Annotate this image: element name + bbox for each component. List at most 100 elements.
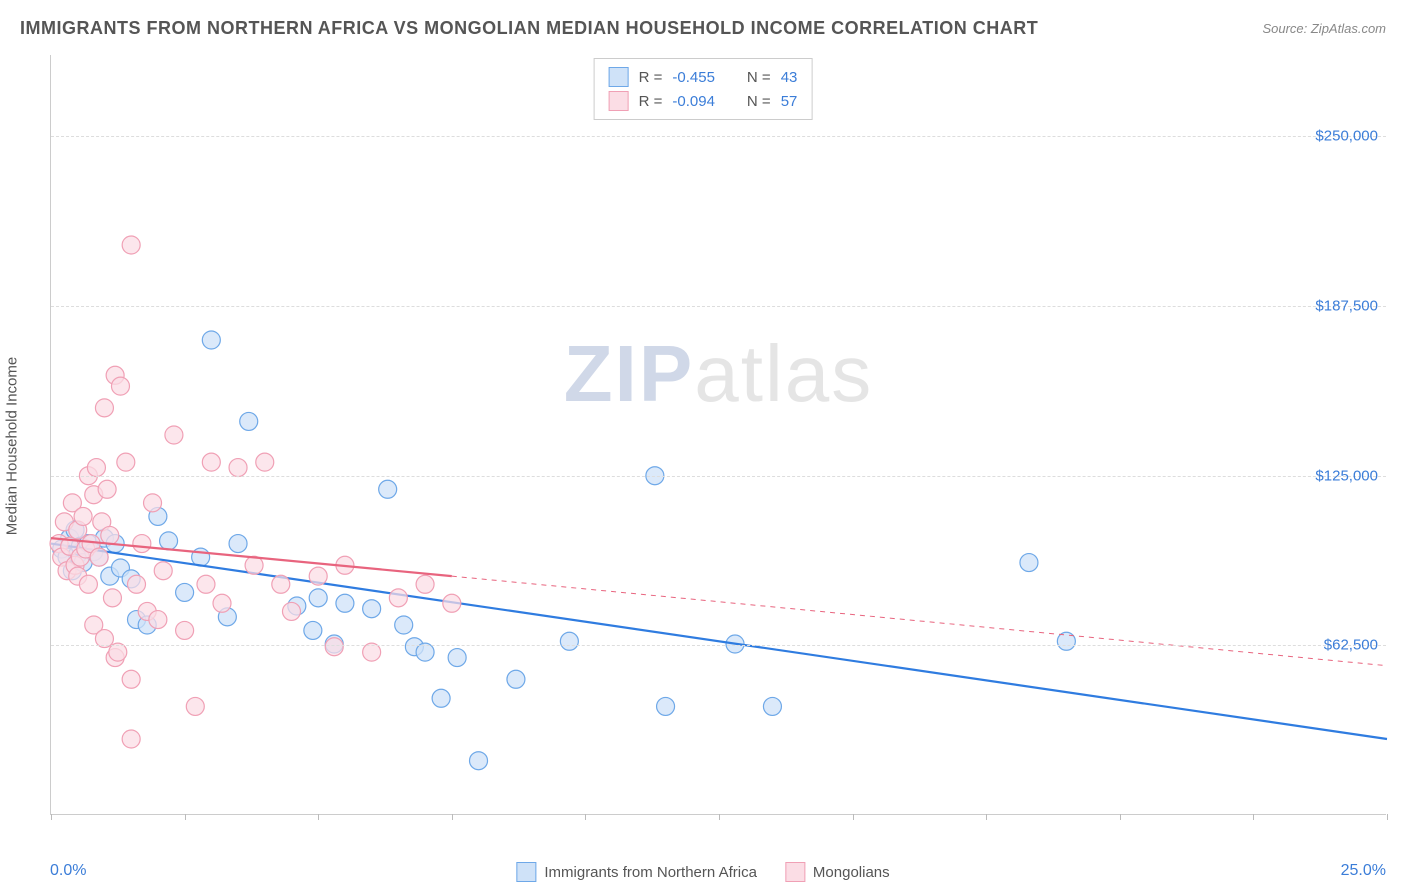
- scatter-point: [186, 697, 204, 715]
- stat-n-label: N =: [747, 69, 771, 86]
- x-tick: [986, 814, 987, 820]
- stat-n-value: 43: [781, 69, 798, 86]
- legend-swatch: [609, 91, 629, 111]
- stat-n-label: N =: [747, 93, 771, 110]
- scatter-point: [160, 532, 178, 550]
- scatter-point: [763, 697, 781, 715]
- scatter-point: [122, 236, 140, 254]
- regression-line-extrapolated: [452, 576, 1387, 666]
- scatter-svg: [51, 55, 1386, 814]
- x-axis-min-label: 0.0%: [50, 862, 86, 880]
- stat-n-value: 57: [781, 93, 798, 110]
- scatter-point: [213, 594, 231, 612]
- x-tick: [185, 814, 186, 820]
- scatter-point: [309, 589, 327, 607]
- legend-swatch: [609, 67, 629, 87]
- y-tick-label: $125,000: [1315, 467, 1378, 484]
- x-tick: [318, 814, 319, 820]
- scatter-point: [133, 535, 151, 553]
- scatter-point: [87, 459, 105, 477]
- x-tick: [1253, 814, 1254, 820]
- scatter-point: [657, 697, 675, 715]
- scatter-point: [1020, 554, 1038, 572]
- series-legend: Immigrants from Northern Africa Mongolian…: [516, 862, 889, 882]
- scatter-point: [229, 459, 247, 477]
- y-tick-label: $250,000: [1315, 128, 1378, 145]
- legend-item: Mongolians: [785, 862, 890, 882]
- scatter-point: [144, 494, 162, 512]
- x-axis-max-label: 25.0%: [1341, 862, 1386, 880]
- scatter-point: [1057, 632, 1075, 650]
- scatter-point: [309, 567, 327, 585]
- scatter-point: [165, 426, 183, 444]
- source-attribution: Source: ZipAtlas.com: [1262, 21, 1386, 36]
- scatter-point: [282, 602, 300, 620]
- gridline: [51, 645, 1386, 646]
- stat-r-label: R =: [639, 69, 663, 86]
- x-tick: [1120, 814, 1121, 820]
- scatter-point: [507, 670, 525, 688]
- x-tick: [1387, 814, 1388, 820]
- stats-legend-row: R = -0.094 N = 57: [609, 89, 798, 113]
- legend-label: Immigrants from Northern Africa: [544, 864, 757, 881]
- stats-legend: R = -0.455 N = 43 R = -0.094 N = 57: [594, 58, 813, 120]
- stats-legend-row: R = -0.455 N = 43: [609, 65, 798, 89]
- scatter-point: [101, 526, 119, 544]
- scatter-point: [122, 670, 140, 688]
- scatter-point: [363, 600, 381, 618]
- scatter-point: [240, 412, 258, 430]
- scatter-point: [272, 575, 290, 593]
- scatter-point: [90, 548, 108, 566]
- scatter-point: [389, 589, 407, 607]
- scatter-point: [154, 562, 172, 580]
- scatter-point: [197, 575, 215, 593]
- x-tick: [719, 814, 720, 820]
- scatter-point: [79, 575, 97, 593]
- scatter-point: [128, 575, 146, 593]
- scatter-point: [149, 611, 167, 629]
- x-tick: [853, 814, 854, 820]
- stat-r-label: R =: [639, 93, 663, 110]
- gridline: [51, 306, 1386, 307]
- scatter-point: [202, 331, 220, 349]
- legend-swatch: [785, 862, 805, 882]
- scatter-point: [74, 507, 92, 525]
- gridline: [51, 476, 1386, 477]
- scatter-point: [470, 752, 488, 770]
- chart-title: IMMIGRANTS FROM NORTHERN AFRICA VS MONGO…: [20, 18, 1038, 39]
- scatter-point: [229, 535, 247, 553]
- stat-r-value: -0.094: [672, 93, 715, 110]
- scatter-point: [202, 453, 220, 471]
- scatter-point: [256, 453, 274, 471]
- legend-label: Mongolians: [813, 864, 890, 881]
- scatter-point: [111, 377, 129, 395]
- scatter-point: [379, 480, 397, 498]
- scatter-point: [325, 638, 343, 656]
- plot-area: ZIPatlas $62,500$125,000$187,500$250,000: [50, 55, 1386, 815]
- stat-r-value: -0.455: [672, 69, 715, 86]
- scatter-point: [443, 594, 461, 612]
- scatter-point: [103, 589, 121, 607]
- x-tick: [585, 814, 586, 820]
- scatter-point: [395, 616, 413, 634]
- scatter-point: [560, 632, 578, 650]
- x-tick: [51, 814, 52, 820]
- title-bar: IMMIGRANTS FROM NORTHERN AFRICA VS MONGO…: [20, 18, 1386, 39]
- scatter-point: [304, 621, 322, 639]
- gridline: [51, 136, 1386, 137]
- scatter-point: [176, 583, 194, 601]
- x-tick: [452, 814, 453, 820]
- scatter-point: [117, 453, 135, 471]
- y-tick-label: $187,500: [1315, 298, 1378, 315]
- legend-item: Immigrants from Northern Africa: [516, 862, 757, 882]
- scatter-point: [122, 730, 140, 748]
- y-axis-title: Median Household Income: [4, 357, 21, 535]
- scatter-point: [98, 480, 116, 498]
- scatter-point: [176, 621, 194, 639]
- scatter-point: [416, 575, 434, 593]
- scatter-point: [336, 594, 354, 612]
- scatter-point: [95, 399, 113, 417]
- legend-swatch: [516, 862, 536, 882]
- scatter-point: [432, 689, 450, 707]
- scatter-point: [448, 649, 466, 667]
